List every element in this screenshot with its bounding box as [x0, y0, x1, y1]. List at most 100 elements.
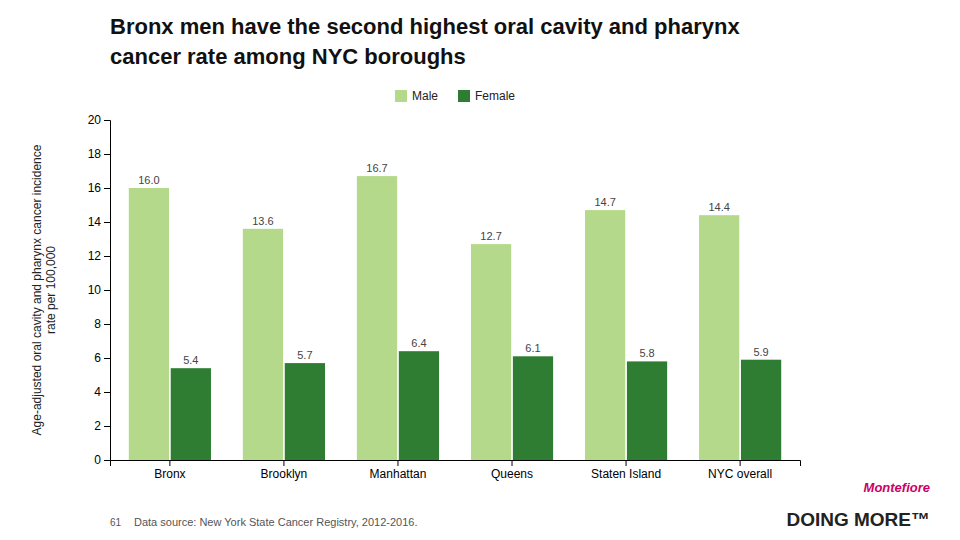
tick-mark	[104, 222, 110, 223]
bar	[357, 176, 397, 460]
legend-swatch	[395, 90, 407, 102]
bar	[585, 210, 625, 460]
tick: 14	[88, 215, 110, 229]
bar	[471, 244, 511, 460]
tick-mark	[104, 392, 110, 393]
tick: 4	[94, 385, 110, 399]
tick-mark	[512, 460, 513, 466]
tick-label: 10	[88, 283, 102, 297]
tick-label: 16	[88, 181, 102, 195]
bar	[513, 356, 553, 460]
tick: 0	[94, 453, 110, 467]
data-labels: 16.0 13.6 16.7 12.7 14.7 14.4 5.4 5.7 6.4 6.1 5.8 5…	[138, 162, 769, 366]
bar	[627, 361, 667, 460]
tick: Brooklyn	[261, 460, 308, 481]
tick: Manhattan	[370, 460, 427, 481]
y-axis: 0 2 4 6 8 10 12 14 16 18 20	[88, 113, 111, 467]
data-label: 16.0	[138, 174, 159, 186]
legend-item: Female	[458, 89, 515, 103]
tick: Queens	[491, 460, 533, 481]
tick: Staten Island	[591, 460, 661, 481]
data-label: 16.7	[366, 162, 387, 174]
annotations: 61 Data source: New York State Cancer Reg…	[110, 480, 930, 530]
plot: 0 2 4 6 8 10 12 14 16 18 20 Bronx Brooklyn Manhattan Q…	[30, 113, 801, 480]
data-label: 6.4	[411, 337, 426, 349]
tick-label: 2	[94, 419, 101, 433]
tick-label: 14	[88, 215, 102, 229]
data-label: 5.7	[297, 349, 312, 361]
tick-mark	[169, 460, 170, 466]
title: cancer rate among NYC boroughs	[110, 44, 466, 69]
legend-swatch	[458, 90, 470, 102]
tick-label: NYC overall	[708, 467, 772, 481]
tick-mark	[104, 358, 110, 359]
tick: 8	[94, 317, 110, 331]
tick-mark	[104, 120, 110, 121]
axis-line	[111, 461, 801, 467]
data-label: 14.4	[708, 201, 729, 213]
tick-mark	[397, 460, 398, 466]
data-label: 5.4	[183, 354, 198, 366]
axis-line	[104, 121, 111, 461]
tick-label: 8	[94, 317, 101, 331]
tick: 6	[94, 351, 110, 365]
bar	[171, 368, 211, 460]
x-axis: Bronx Brooklyn Manhattan Queens Staten Islan…	[111, 460, 801, 481]
tick-label: Queens	[491, 467, 533, 481]
tick-mark	[626, 460, 627, 466]
tick-mark	[104, 154, 110, 155]
y-axis-title: Age-adjusted oral cavity and pharynx can…	[30, 144, 58, 435]
legend-item: Male	[395, 89, 438, 103]
bar	[243, 229, 283, 460]
tick-mark	[104, 426, 110, 427]
title: Bronx men have the second highest oral c…	[110, 14, 740, 39]
data-label: 5.9	[753, 346, 768, 358]
tick: 10	[88, 283, 110, 297]
tick: NYC overall	[708, 460, 772, 481]
y-axis-title-line: Age-adjusted oral cavity and pharynx can…	[30, 144, 44, 435]
footnote: Data source: New York State Cancer Regis…	[134, 516, 418, 528]
tick-mark	[104, 290, 110, 291]
data-label: 6.1	[525, 342, 540, 354]
bar	[399, 351, 439, 460]
data-label: 13.6	[252, 215, 273, 227]
series	[129, 176, 740, 460]
tick: 12	[88, 249, 110, 263]
tick-label: 0	[94, 453, 101, 467]
bar	[129, 188, 169, 460]
tick-mark	[104, 256, 110, 257]
tick-mark	[104, 460, 110, 461]
data-label: 12.7	[480, 230, 501, 242]
tick: 20	[88, 113, 110, 127]
bar	[741, 360, 781, 460]
tick-label: 6	[94, 351, 101, 365]
brand-name: Montefiore	[864, 480, 930, 495]
tick-label: 4	[94, 385, 101, 399]
tick-label: Bronx	[154, 467, 185, 481]
legend-label: Male	[412, 89, 438, 103]
tick-mark	[283, 460, 284, 466]
bar	[699, 215, 739, 460]
tick-label: Manhattan	[370, 467, 427, 481]
tick-label: 12	[88, 249, 102, 263]
tick: 18	[88, 147, 110, 161]
y-axis-title-line: rate per 100,000	[44, 246, 58, 334]
footnote-number: 61	[110, 517, 122, 528]
data-label: 5.8	[639, 347, 654, 359]
tick-mark	[104, 188, 110, 189]
tick-label: Brooklyn	[261, 467, 308, 481]
bar	[285, 363, 325, 460]
tick: 16	[88, 181, 110, 195]
tick-label: Staten Island	[591, 467, 661, 481]
data-label: 14.7	[594, 196, 615, 208]
tick-mark	[104, 324, 110, 325]
chart: Bronx men have the second highest oral c…	[0, 0, 960, 540]
brand-tagline: DOING MORE™	[786, 509, 930, 530]
tick-mark	[740, 460, 741, 466]
legend-label: Female	[475, 89, 515, 103]
bars	[129, 176, 781, 460]
legend: Male Female	[395, 89, 515, 103]
series	[171, 351, 782, 460]
tick-label: 18	[88, 147, 102, 161]
tick: Bronx	[154, 460, 185, 481]
